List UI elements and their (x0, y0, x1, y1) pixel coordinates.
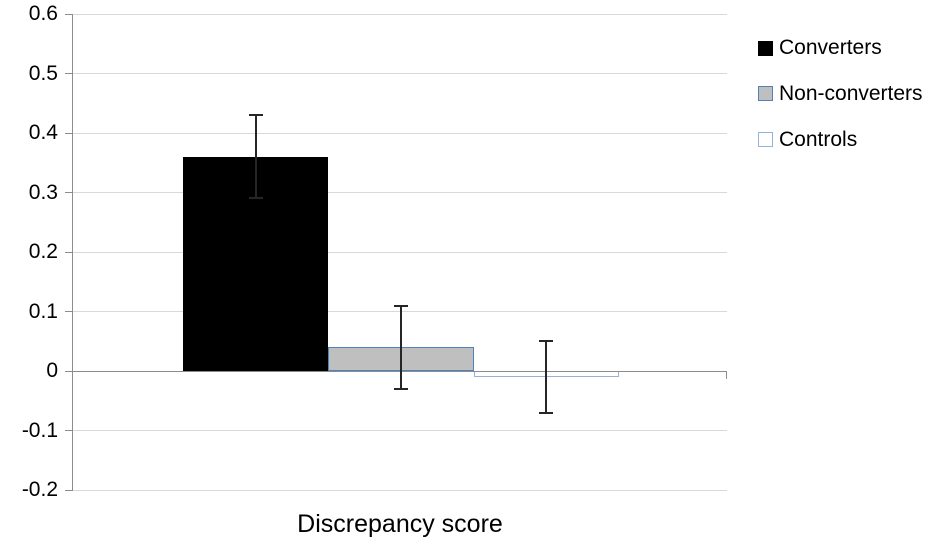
error-bar-controls (545, 341, 548, 413)
gridline (73, 489, 727, 491)
gridline (73, 13, 727, 15)
legend-item-non-converters: Non-converters (758, 82, 923, 106)
error-bar-cap-bottom-non-converters (393, 387, 408, 390)
gridline (73, 73, 727, 74)
y-axis-tick (65, 251, 73, 253)
error-bar-cap-top-non-converters (393, 304, 408, 307)
y-axis-tick (65, 489, 73, 491)
legend-item-converters: Converters (758, 36, 882, 60)
y-axis-tick (65, 13, 73, 15)
y-tick-label: 0.1 (28, 299, 58, 323)
y-axis-tick (65, 192, 73, 193)
gridline (73, 430, 727, 431)
error-bar-cap-bottom-converters (248, 197, 263, 200)
x-axis-title: Discrepancy score (297, 510, 503, 538)
legend-swatch-converters (758, 40, 773, 56)
gridline (73, 192, 727, 193)
legend-item-controls: Controls (758, 128, 857, 152)
y-axis-line (72, 14, 73, 490)
legend-label: Non-converters (779, 81, 923, 105)
y-tick-label: 0.2 (28, 240, 58, 263)
y-axis-tick (65, 132, 73, 134)
y-axis-tick (65, 73, 73, 74)
y-axis-tick (65, 370, 73, 372)
error-bar-cap-top-controls (539, 340, 554, 343)
y-axis-tick (65, 430, 73, 431)
y-tick-label: 0.5 (28, 61, 58, 85)
legend-swatch-controls (758, 132, 773, 148)
x-axis-end-tick (726, 371, 727, 379)
y-tick-label: 0 (46, 359, 58, 382)
gridline (73, 132, 727, 134)
gridline (73, 251, 727, 253)
error-bar-cap-bottom-controls (539, 411, 554, 414)
y-tick-label: 0.4 (28, 121, 58, 144)
legend-swatch-non-converters (758, 86, 773, 102)
error-bar-converters (254, 115, 257, 199)
legend-label: Controls (779, 127, 858, 151)
error-bar-non-converters (399, 305, 402, 389)
y-tick-label: -0.2 (21, 478, 58, 501)
y-tick-label: -0.1 (21, 418, 58, 442)
y-axis-tick (65, 311, 73, 312)
error-bar-cap-top-converters (248, 114, 263, 117)
y-tick-label: 0.6 (28, 2, 58, 25)
legend-label: Converters (779, 36, 882, 59)
y-tick-label: 0.3 (28, 180, 58, 204)
